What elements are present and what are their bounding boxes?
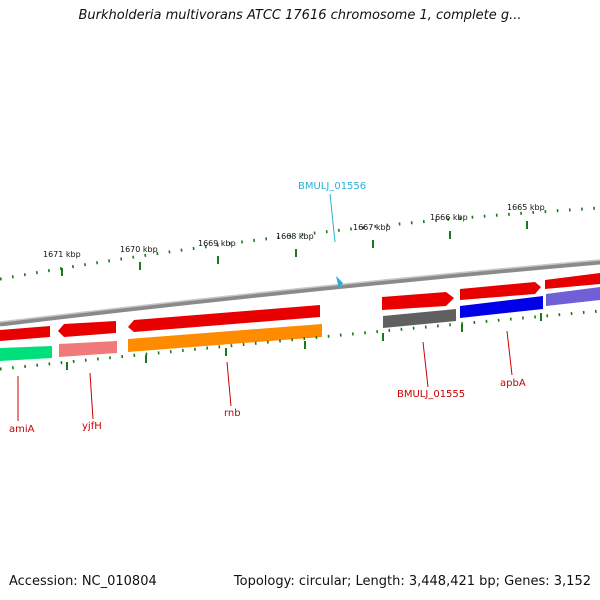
bottom-strand-genes — [0, 287, 600, 361]
ruler-label-1670: 1670 kbp — [120, 245, 158, 254]
accession-text: Accession: NC_010804 — [9, 574, 157, 589]
gene-arrow-amiA[interactable] — [0, 326, 50, 341]
selected-gene-marker[interactable] — [336, 276, 343, 289]
gene-bar-yjfH[interactable] — [59, 341, 117, 357]
selected-gene-leader — [329, 193, 336, 243]
gene-label-leaders — [17, 330, 513, 421]
gene-arrow-yjfH[interactable] — [58, 321, 116, 337]
top-strand-genes — [0, 273, 600, 341]
ruler-label-1668: 1668 kbp — [276, 232, 314, 241]
ruler-label-1671: 1671 kbp — [43, 250, 81, 259]
gene-bar-amiA[interactable] — [0, 346, 52, 361]
gene-label-apbA[interactable]: apbA — [500, 378, 526, 389]
map-title: Burkholderia multivorans ATCC 17616 chro… — [78, 8, 522, 23]
gene-arrow-next[interactable] — [545, 273, 600, 289]
inner-major-ticks — [66, 313, 542, 370]
gene-bar-next[interactable] — [546, 287, 600, 306]
gene-arrow-apbA[interactable] — [460, 282, 541, 300]
ruler-label-1667: 1667 kbp — [353, 223, 391, 232]
gene-bar-rnb[interactable] — [128, 324, 322, 352]
ruler-label-1669: 1669 kbp — [198, 239, 236, 248]
gene-bar-BMULJ_01555[interactable] — [383, 309, 456, 328]
ruler-label-1666: 1666 kbp — [430, 213, 468, 222]
gene-label-yjfH[interactable]: yjfH — [82, 421, 102, 432]
gene-arrow-rnb[interactable] — [128, 305, 320, 332]
gene-arrow-BMULJ_01555[interactable] — [382, 292, 454, 310]
topology-text: Topology: circular; Length: 3,448,421 bp… — [233, 574, 591, 589]
chromosome-backbone — [0, 259, 600, 327]
gene-label-amiA[interactable]: amiA — [9, 424, 35, 435]
outer-major-ticks — [61, 221, 528, 276]
chromosome-backbone-highlight — [0, 259, 600, 323]
gene-label-rnb[interactable]: rnb — [224, 408, 241, 419]
ruler-label-1665: 1665 kbp — [507, 203, 545, 212]
gene-bar-apbA[interactable] — [460, 296, 543, 318]
selected-gene-label[interactable]: BMULJ_01556 — [298, 181, 366, 192]
gene-label-BMULJ_01555[interactable]: BMULJ_01555 — [397, 389, 465, 400]
